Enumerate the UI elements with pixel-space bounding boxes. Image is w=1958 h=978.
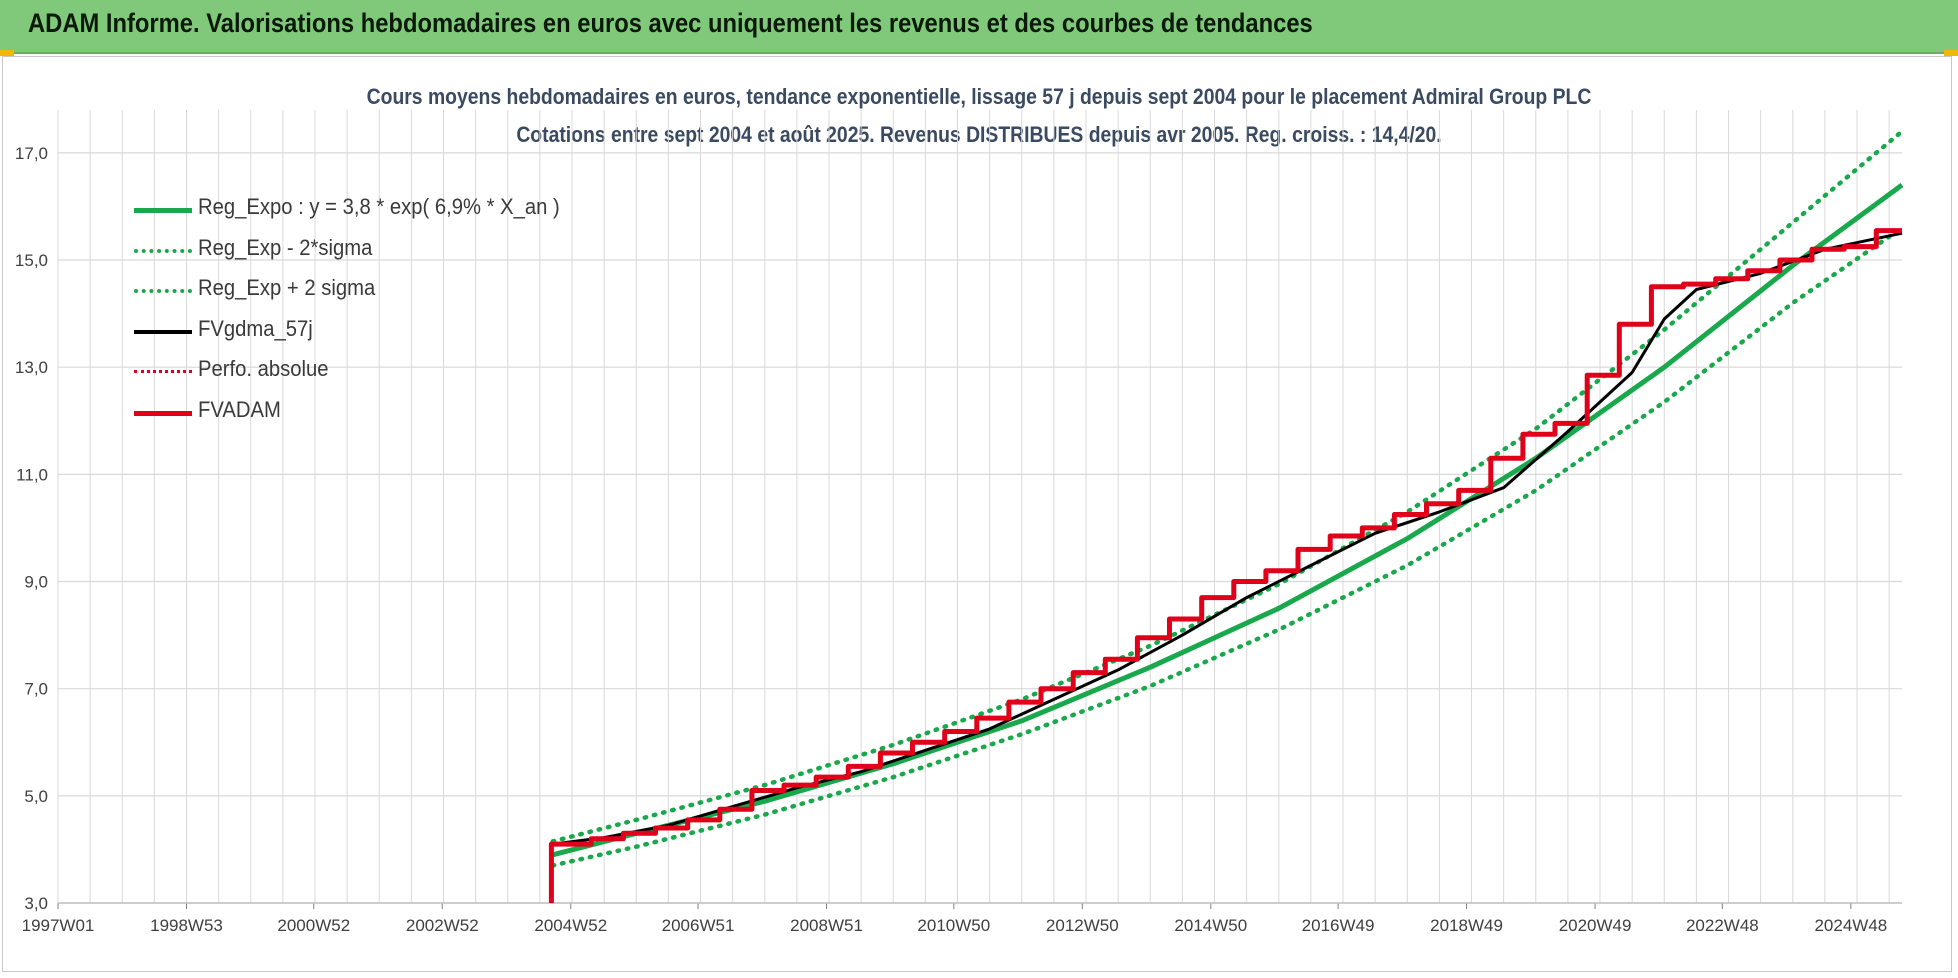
x-axis-ticks: 1997W01 1998W53 2000W52 2002W52 2004W52 2006W… (22, 902, 1902, 935)
legend-item-fvgdma[interactable]: FVgdma_57j (134, 310, 614, 351)
legend-label: Reg_Exp + 2 sigma (198, 275, 376, 301)
series-fvgdma-57j (552, 231, 1903, 846)
corner-marker-left (0, 50, 14, 56)
chart-frame (2, 56, 1952, 972)
legend-item-reg-exp-minus[interactable]: Reg_Exp - 2*sigma (134, 229, 614, 270)
x-tick-label: 1997W01 (22, 916, 95, 935)
legend-swatch-solid-red (134, 410, 192, 416)
series-lines (548, 129, 1905, 903)
series-reg-expo (552, 182, 1904, 858)
y-tick-label: 11,0 (16, 465, 48, 484)
legend-label: FVgdma_57j (198, 315, 313, 341)
legend-swatch-solid-green (134, 208, 192, 213)
x-tick-label: 2020W49 (1559, 916, 1632, 935)
series-reg-exp-plus-2sigma (550, 129, 1905, 844)
chart-title: Cours moyens hebdomadaires en euros, ten… (0, 78, 1958, 154)
corner-marker-right (1944, 50, 1958, 56)
legend-item-fvadam[interactable]: FVADAM (134, 391, 614, 432)
series-fvadam (548, 228, 1902, 903)
x-tick-label: 2002W52 (406, 916, 479, 935)
report-banner: ADAM Informe. Valorisations hebdomadaire… (0, 0, 1958, 54)
y-tick-label: 3,0 (24, 894, 48, 913)
y-tick-label: 17,0 (15, 144, 48, 163)
x-tick-label: 1998W53 (150, 916, 223, 935)
chart-title-line1: Cours moyens hebdomadaires en euros, ten… (366, 84, 1592, 109)
legend-swatch-dotted-green (134, 248, 192, 253)
x-tick-label: 2010W50 (917, 916, 990, 935)
legend-label: Perfo. absolue (198, 356, 329, 382)
legend-item-perfo-absolue[interactable]: Perfo. absolue (134, 350, 614, 391)
chart-legend: Reg_Expo : y = 3,8 * exp( 6,9% * X_an ) … (134, 188, 614, 432)
legend-label: Reg_Expo : y = 3,8 * exp( 6,9% * X_an ) (198, 194, 560, 219)
legend-swatch-dotted-green (134, 289, 192, 294)
chart-title-line2: Cotations entre sept 2004 et août 2025. … (516, 122, 1442, 147)
x-tick-label: 2014W50 (1174, 916, 1247, 935)
y-tick-label: 5,0 (24, 787, 48, 806)
grid-lines (57, 110, 1902, 904)
x-tick-label: 2018W49 (1430, 916, 1503, 935)
series-reg-exp-minus-2sigma (550, 225, 1905, 868)
x-tick-label: 2024W48 (1814, 916, 1887, 935)
x-tick-label: 2012W50 (1046, 916, 1119, 935)
y-tick-label: 15,0 (15, 251, 48, 270)
y-tick-label: 13,0 (15, 358, 48, 377)
x-tick-label: 2016W49 (1302, 916, 1375, 935)
report-title: ADAM Informe. Valorisations hebdomadaire… (28, 8, 1313, 38)
legend-label: FVADAM (198, 396, 281, 422)
legend-label: Reg_Exp - 2*sigma (198, 234, 373, 260)
x-tick-label: 2004W52 (534, 916, 607, 935)
legend-item-reg-exp-plus[interactable]: Reg_Exp + 2 sigma (134, 269, 614, 310)
x-tick-label: 2006W51 (662, 916, 735, 935)
legend-swatch-solid-black (134, 329, 192, 334)
x-tick-label: 2022W48 (1686, 916, 1759, 935)
y-tick-label: 7,0 (24, 680, 48, 699)
y-axis-ticks: 3,0 5,0 7,0 9,0 11,0 13,0 15,0 17,0 (15, 144, 48, 913)
x-tick-label: 2000W52 (277, 916, 350, 935)
legend-swatch-dotted-red (134, 370, 192, 374)
y-tick-label: 9,0 (24, 573, 48, 592)
legend-item-reg-expo[interactable]: Reg_Expo : y = 3,8 * exp( 6,9% * X_an ) (134, 188, 614, 229)
x-tick-label: 2008W51 (790, 916, 863, 935)
